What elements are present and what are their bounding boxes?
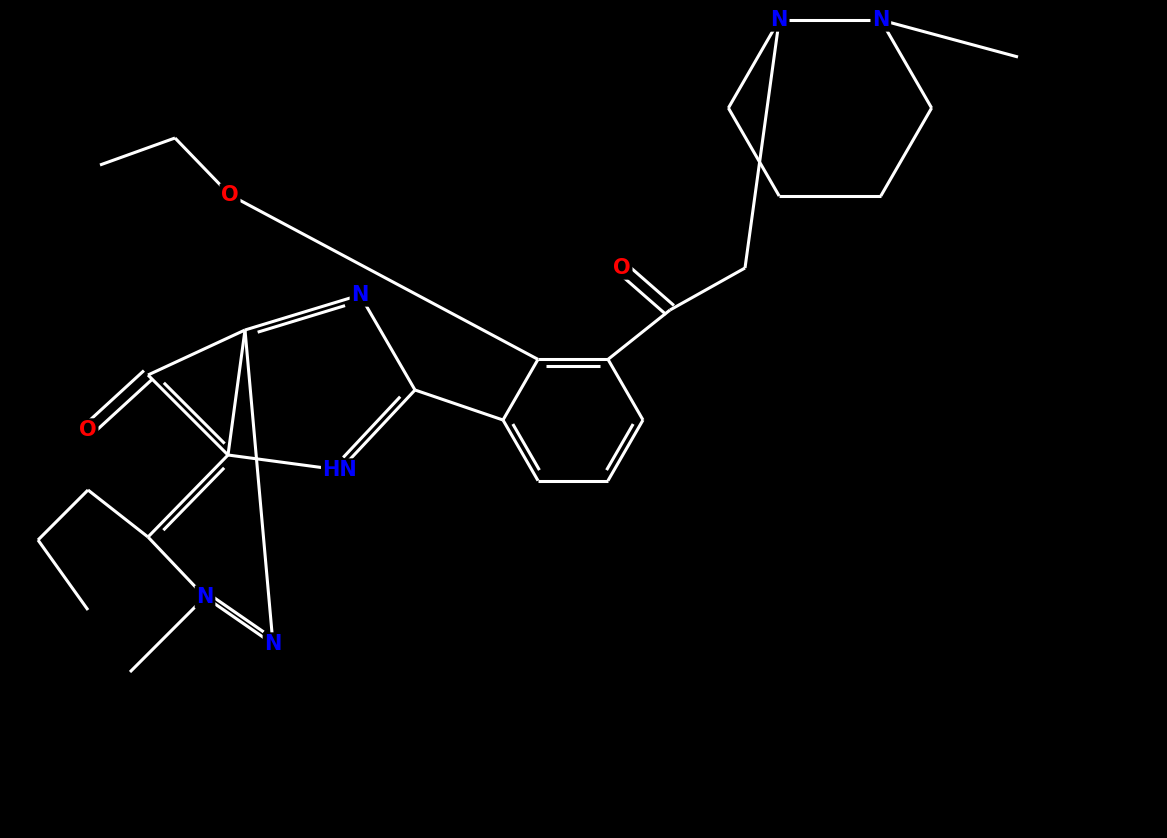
Text: O: O [222, 185, 239, 205]
Text: N: N [872, 10, 889, 30]
Text: HN: HN [322, 460, 357, 480]
Text: N: N [196, 587, 214, 607]
Text: O: O [613, 258, 631, 278]
Text: N: N [264, 634, 281, 654]
Text: O: O [79, 420, 97, 440]
Text: N: N [351, 285, 369, 305]
Text: N: N [770, 10, 788, 30]
